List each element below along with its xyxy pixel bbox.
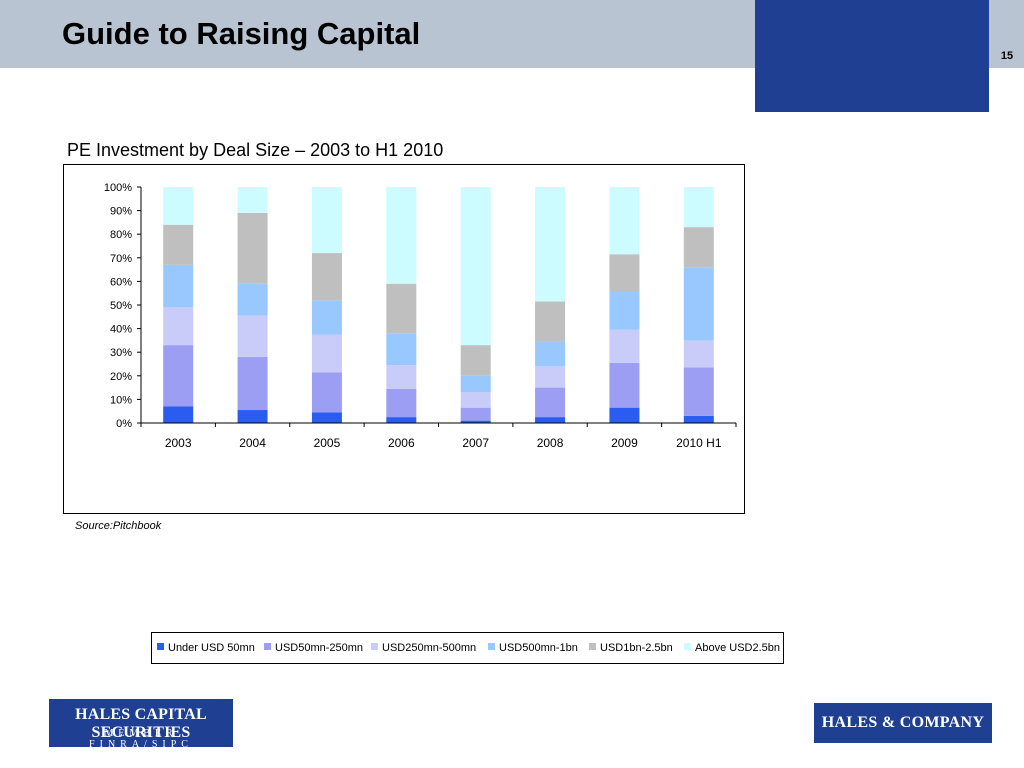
bar-2004-series-0 bbox=[237, 410, 268, 423]
y-tick-label: 30% bbox=[110, 347, 132, 359]
legend-item: Above USD2.5bn bbox=[684, 642, 780, 654]
legend-swatch bbox=[157, 643, 164, 650]
chart-plot: 2003 2004 2005 2006 2007 2008 2009 2010 H1 0% 10%… bbox=[104, 182, 737, 450]
legend-swatch bbox=[264, 643, 271, 650]
hales-and-company-logo: HALES & COMPANY bbox=[814, 703, 992, 743]
y-tick-label: 20% bbox=[110, 371, 132, 383]
bar-2010-H1-series-4 bbox=[683, 227, 714, 268]
bar-2009-series-2 bbox=[609, 329, 640, 363]
bar-2004-series-5 bbox=[237, 187, 268, 213]
y-tick-label: 70% bbox=[110, 253, 132, 265]
x-tick-label: 2004 bbox=[239, 436, 266, 450]
x-tick-label: 2010 H1 bbox=[676, 436, 722, 450]
bar-2005-series-0 bbox=[311, 412, 342, 423]
bar-2008-series-5 bbox=[535, 187, 566, 302]
bars-group bbox=[163, 187, 714, 423]
legend-item: USD500mn-1bn bbox=[488, 642, 578, 654]
bar-2003-series-3 bbox=[163, 264, 194, 308]
bar-2003-series-0 bbox=[163, 406, 194, 423]
legend-swatch bbox=[371, 643, 378, 650]
chart-legend: Under USD 50mn USD50mn-250mn USD250mn-500m… bbox=[151, 632, 784, 664]
bar-2008-series-2 bbox=[535, 366, 566, 388]
bar-2007-series-2 bbox=[460, 392, 491, 408]
chart-frame: 2003 2004 2005 2006 2007 2008 2009 2010 H1 0% 10%… bbox=[63, 164, 784, 664]
bar-2007-series-3 bbox=[460, 375, 491, 393]
legend-label: USD250mn-500mn bbox=[382, 642, 477, 654]
legend-label: USD500mn-1bn bbox=[499, 642, 578, 654]
x-tick-label: 2006 bbox=[388, 436, 415, 450]
bar-2006-series-3 bbox=[386, 333, 417, 366]
bar-2010-H1-series-2 bbox=[683, 340, 714, 368]
chart-title: PE Investment by Deal Size – 2003 to H1 … bbox=[67, 140, 444, 160]
bar-2004-series-4 bbox=[237, 212, 268, 284]
bar-2008-series-1 bbox=[535, 387, 566, 418]
legend-item: USD250mn-500mn bbox=[371, 642, 476, 654]
legend-swatch bbox=[589, 643, 596, 650]
legend-item: Under USD 50mn bbox=[157, 642, 255, 654]
bar-2007-series-5 bbox=[460, 187, 491, 346]
y-tick-label: 10% bbox=[110, 394, 132, 406]
y-tick-label: 80% bbox=[110, 229, 132, 241]
legend-item: USD50mn-250mn bbox=[264, 642, 363, 654]
bar-2008-series-3 bbox=[535, 341, 566, 367]
x-tick-label: 2003 bbox=[165, 436, 192, 450]
bar-2004-series-3 bbox=[237, 283, 268, 316]
hales-capital-securities-logo: HALES CAPITAL SECURITIES MEMBER FINRA/SI… bbox=[49, 699, 233, 750]
logo-left-name: HALES CAPITAL SECURITIES bbox=[75, 706, 207, 741]
bar-2008-series-0 bbox=[535, 417, 566, 423]
bar-2007-series-0 bbox=[460, 420, 491, 423]
bar-2010-H1-series-5 bbox=[683, 187, 714, 228]
x-tick-label: 2009 bbox=[611, 436, 638, 450]
bar-2009-series-5 bbox=[609, 187, 640, 255]
bar-2004-series-1 bbox=[237, 356, 268, 411]
header-accent-block bbox=[755, 0, 989, 112]
x-tick-label: 2005 bbox=[314, 436, 341, 450]
source-note: Source:Pitchbook bbox=[75, 520, 162, 532]
x-tick-label: 2007 bbox=[462, 436, 489, 450]
legend-swatch bbox=[488, 643, 495, 650]
bar-2003-series-4 bbox=[163, 224, 194, 265]
bar-2005-series-5 bbox=[311, 187, 342, 254]
y-tick-label: 60% bbox=[110, 276, 132, 288]
bar-2003-series-1 bbox=[163, 345, 194, 407]
bar-2006-series-2 bbox=[386, 365, 417, 389]
x-tick-label: 2008 bbox=[537, 436, 564, 450]
bar-2006-series-4 bbox=[386, 283, 417, 334]
bar-2004-series-2 bbox=[237, 315, 268, 357]
logo-left-tagline: MEMBER FINRA/SIPC bbox=[89, 728, 193, 750]
bar-2005-series-2 bbox=[311, 334, 342, 373]
bar-2005-series-4 bbox=[311, 253, 342, 301]
bar-2005-series-1 bbox=[311, 372, 342, 413]
bar-2009-series-1 bbox=[609, 362, 640, 408]
legend-item: USD1bn-2.5bn bbox=[589, 642, 673, 654]
y-tick-label: 0% bbox=[116, 418, 132, 430]
bar-2010-H1-series-3 bbox=[683, 267, 714, 341]
bar-2005-series-3 bbox=[311, 300, 342, 335]
legend-label: Under USD 50mn bbox=[168, 642, 255, 654]
axes-group: 2003 2004 2005 2006 2007 2008 2009 2010 H1 0% 10%… bbox=[104, 182, 737, 450]
bar-2003-series-5 bbox=[163, 187, 194, 225]
page-number: 15 bbox=[1000, 50, 1014, 62]
bar-2007-series-1 bbox=[460, 407, 491, 421]
y-tick-label: 40% bbox=[110, 324, 132, 336]
y-tick-label: 100% bbox=[104, 182, 132, 194]
bar-2006-series-0 bbox=[386, 417, 417, 423]
bar-2009-series-3 bbox=[609, 292, 640, 330]
bar-2003-series-2 bbox=[163, 307, 194, 346]
bar-2009-series-4 bbox=[609, 254, 640, 293]
bar-2007-series-4 bbox=[460, 345, 491, 376]
bar-2010-H1-series-1 bbox=[683, 367, 714, 416]
legend-swatch bbox=[684, 643, 691, 650]
page-title: Guide to Raising Capital bbox=[62, 16, 421, 51]
bar-2006-series-1 bbox=[386, 388, 417, 418]
bar-2010-H1-series-0 bbox=[683, 415, 714, 423]
legend-label: USD50mn-250mn bbox=[275, 642, 364, 654]
bar-2008-series-4 bbox=[535, 301, 566, 342]
legend-label: Above USD2.5bn bbox=[695, 642, 780, 654]
y-tick-label: 50% bbox=[110, 300, 132, 312]
y-tick-label: 90% bbox=[110, 206, 132, 218]
bar-2006-series-5 bbox=[386, 187, 417, 284]
bar-2009-series-0 bbox=[609, 407, 640, 423]
legend-label: USD1bn-2.5bn bbox=[600, 642, 673, 654]
